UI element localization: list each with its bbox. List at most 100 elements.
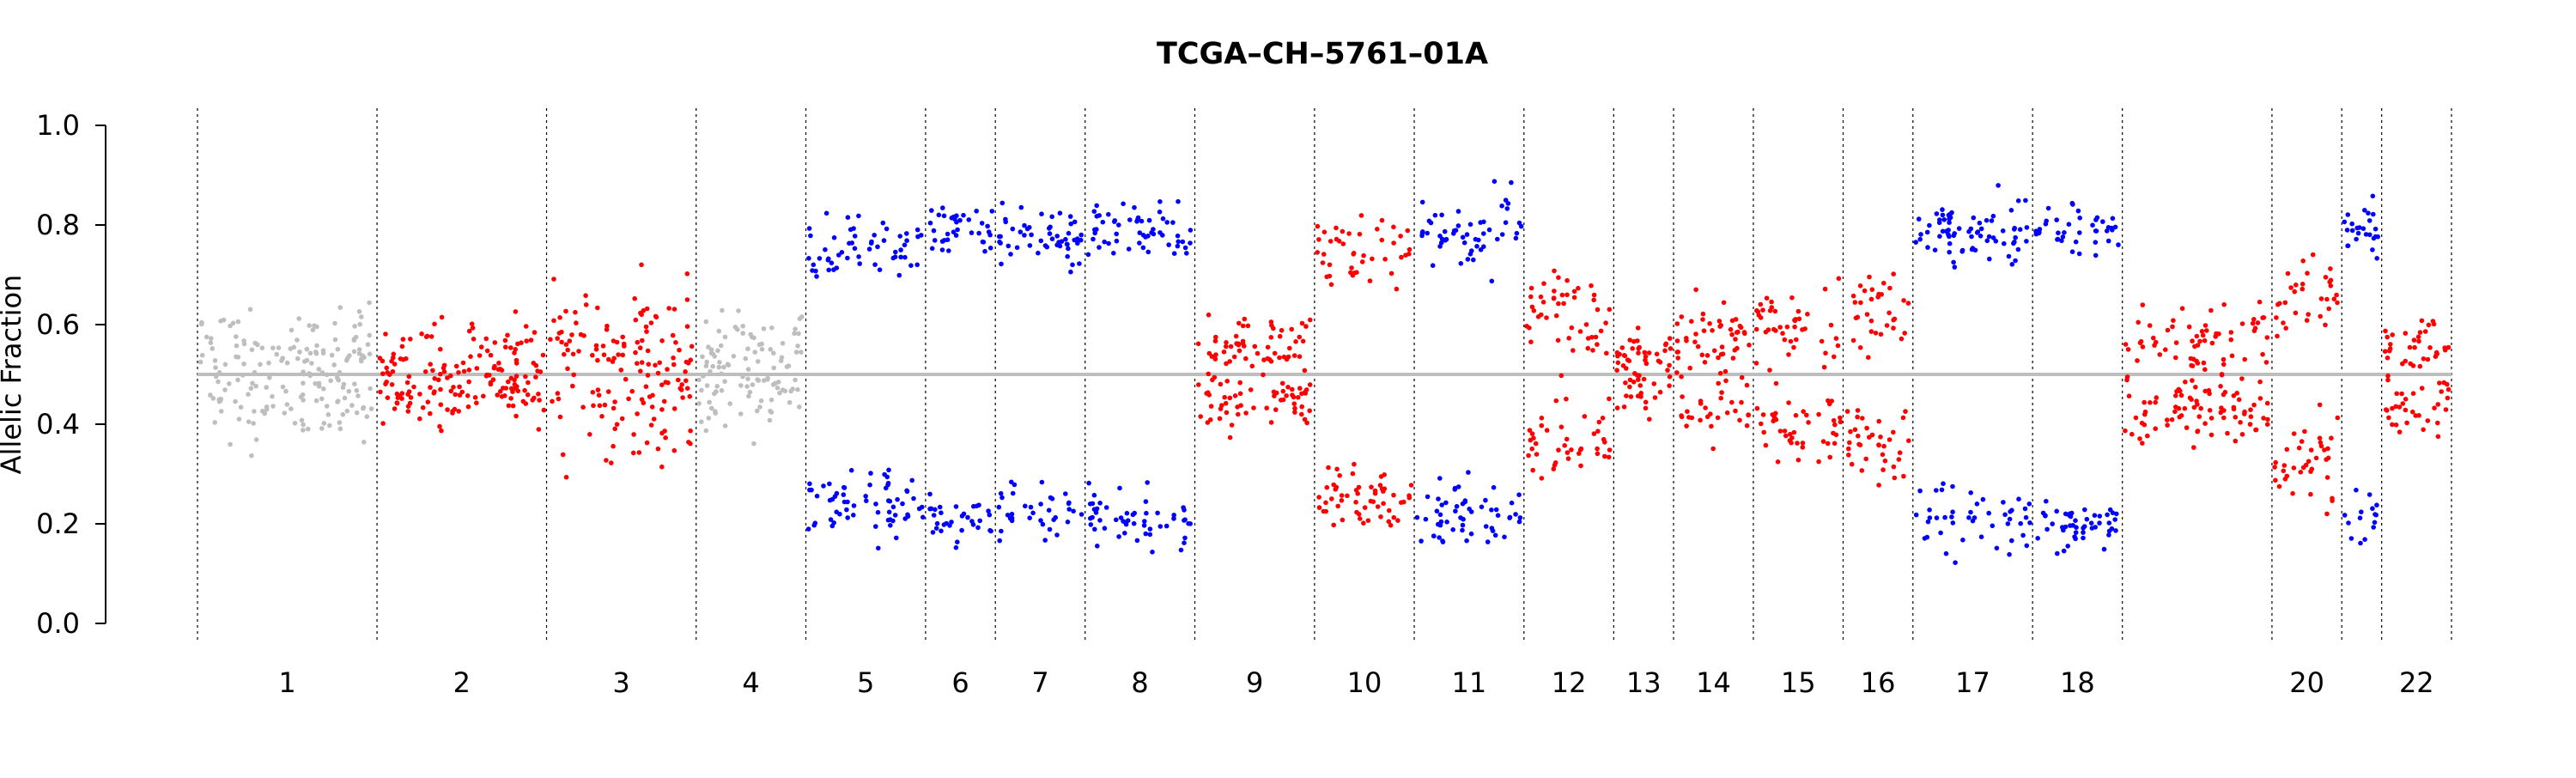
data-point (1679, 314, 1685, 319)
data-point (610, 359, 616, 364)
data-point (1066, 246, 1071, 252)
data-point (1642, 349, 1648, 356)
x-tick-label: 4 (742, 666, 759, 699)
data-point (2016, 496, 2021, 501)
data-point (2154, 395, 2160, 400)
data-point (1378, 474, 1384, 479)
data-point (2093, 525, 2098, 530)
data-point (677, 347, 682, 353)
data-point (987, 512, 993, 518)
data-point (1628, 394, 1634, 399)
data-point (378, 389, 383, 395)
data-point (1287, 345, 1292, 351)
data-point (1564, 396, 1569, 402)
data-point (1279, 327, 1285, 333)
data-point (2073, 239, 2079, 245)
data-point (716, 328, 722, 334)
data-point (1891, 325, 1896, 331)
data-point (295, 356, 301, 362)
data-point (1378, 514, 1383, 520)
data-point (1097, 501, 1103, 506)
data-point (583, 293, 588, 299)
data-point (2435, 420, 2440, 426)
data-point (1822, 286, 1828, 292)
data-point (560, 452, 566, 458)
data-point (1224, 410, 1230, 416)
data-point (828, 517, 834, 522)
data-point (1375, 504, 1381, 509)
data-point (704, 359, 709, 365)
data-point (1754, 307, 1759, 313)
data-point (2009, 508, 2014, 513)
data-point (1680, 394, 1685, 399)
data-point (2415, 334, 2421, 340)
data-point (1146, 217, 1152, 223)
data-point (701, 374, 706, 379)
data-point (380, 371, 386, 377)
data-point (1237, 380, 1242, 386)
data-point (384, 365, 390, 371)
data-point (2370, 247, 2375, 252)
data-point (866, 246, 872, 252)
data-point (1066, 230, 1072, 236)
data-point (1789, 295, 1795, 301)
data-point (477, 353, 483, 358)
data-point (1140, 233, 1146, 238)
data-point (894, 535, 899, 541)
data-point (2306, 312, 2311, 317)
data-point (506, 403, 512, 409)
data-point (1968, 490, 1973, 495)
data-point (643, 324, 649, 330)
data-point (1638, 391, 1643, 396)
data-point (1882, 458, 1888, 464)
data-point (2318, 440, 2324, 446)
data-point (937, 504, 943, 510)
data-point (1876, 418, 1881, 424)
data-point (1662, 348, 1668, 354)
data-point (204, 334, 210, 340)
data-point (2390, 422, 2395, 428)
data-point (1704, 353, 1710, 358)
data-point (1943, 228, 1949, 234)
chromosome-points-12 (1524, 268, 1613, 481)
data-point (1891, 464, 1897, 470)
data-point (1698, 398, 1704, 404)
data-point (2221, 415, 2227, 421)
data-point (1137, 230, 1143, 235)
data-point (1047, 231, 1053, 236)
data-point (1674, 370, 1680, 375)
data-point (1285, 385, 1291, 390)
data-point (591, 403, 596, 409)
data-point (1434, 508, 1440, 514)
data-point (1291, 401, 1297, 407)
data-point (873, 501, 878, 507)
data-point (777, 390, 782, 396)
data-point (703, 319, 709, 325)
data-point (887, 498, 893, 504)
data-point (747, 389, 753, 395)
data-point (1326, 465, 1331, 471)
data-point (2189, 397, 2194, 403)
data-point (432, 389, 437, 394)
data-point (408, 337, 413, 342)
data-point (1023, 503, 1028, 509)
data-point (380, 421, 386, 426)
data-point (1047, 226, 1052, 231)
data-point (404, 356, 409, 362)
data-point (499, 394, 505, 399)
data-point (249, 453, 254, 459)
data-point (892, 254, 898, 260)
data-point (2056, 230, 2061, 236)
data-point (435, 377, 441, 383)
data-point (2404, 420, 2409, 426)
data-point (1327, 262, 1333, 268)
y-tick-label: 0.6 (36, 308, 80, 341)
data-point (719, 371, 724, 377)
data-point (1838, 415, 1843, 421)
data-point (291, 344, 297, 350)
data-point (2397, 404, 2403, 410)
data-point (316, 384, 322, 389)
data-point (1053, 514, 1058, 520)
data-point (1667, 336, 1673, 341)
data-point (888, 523, 893, 528)
